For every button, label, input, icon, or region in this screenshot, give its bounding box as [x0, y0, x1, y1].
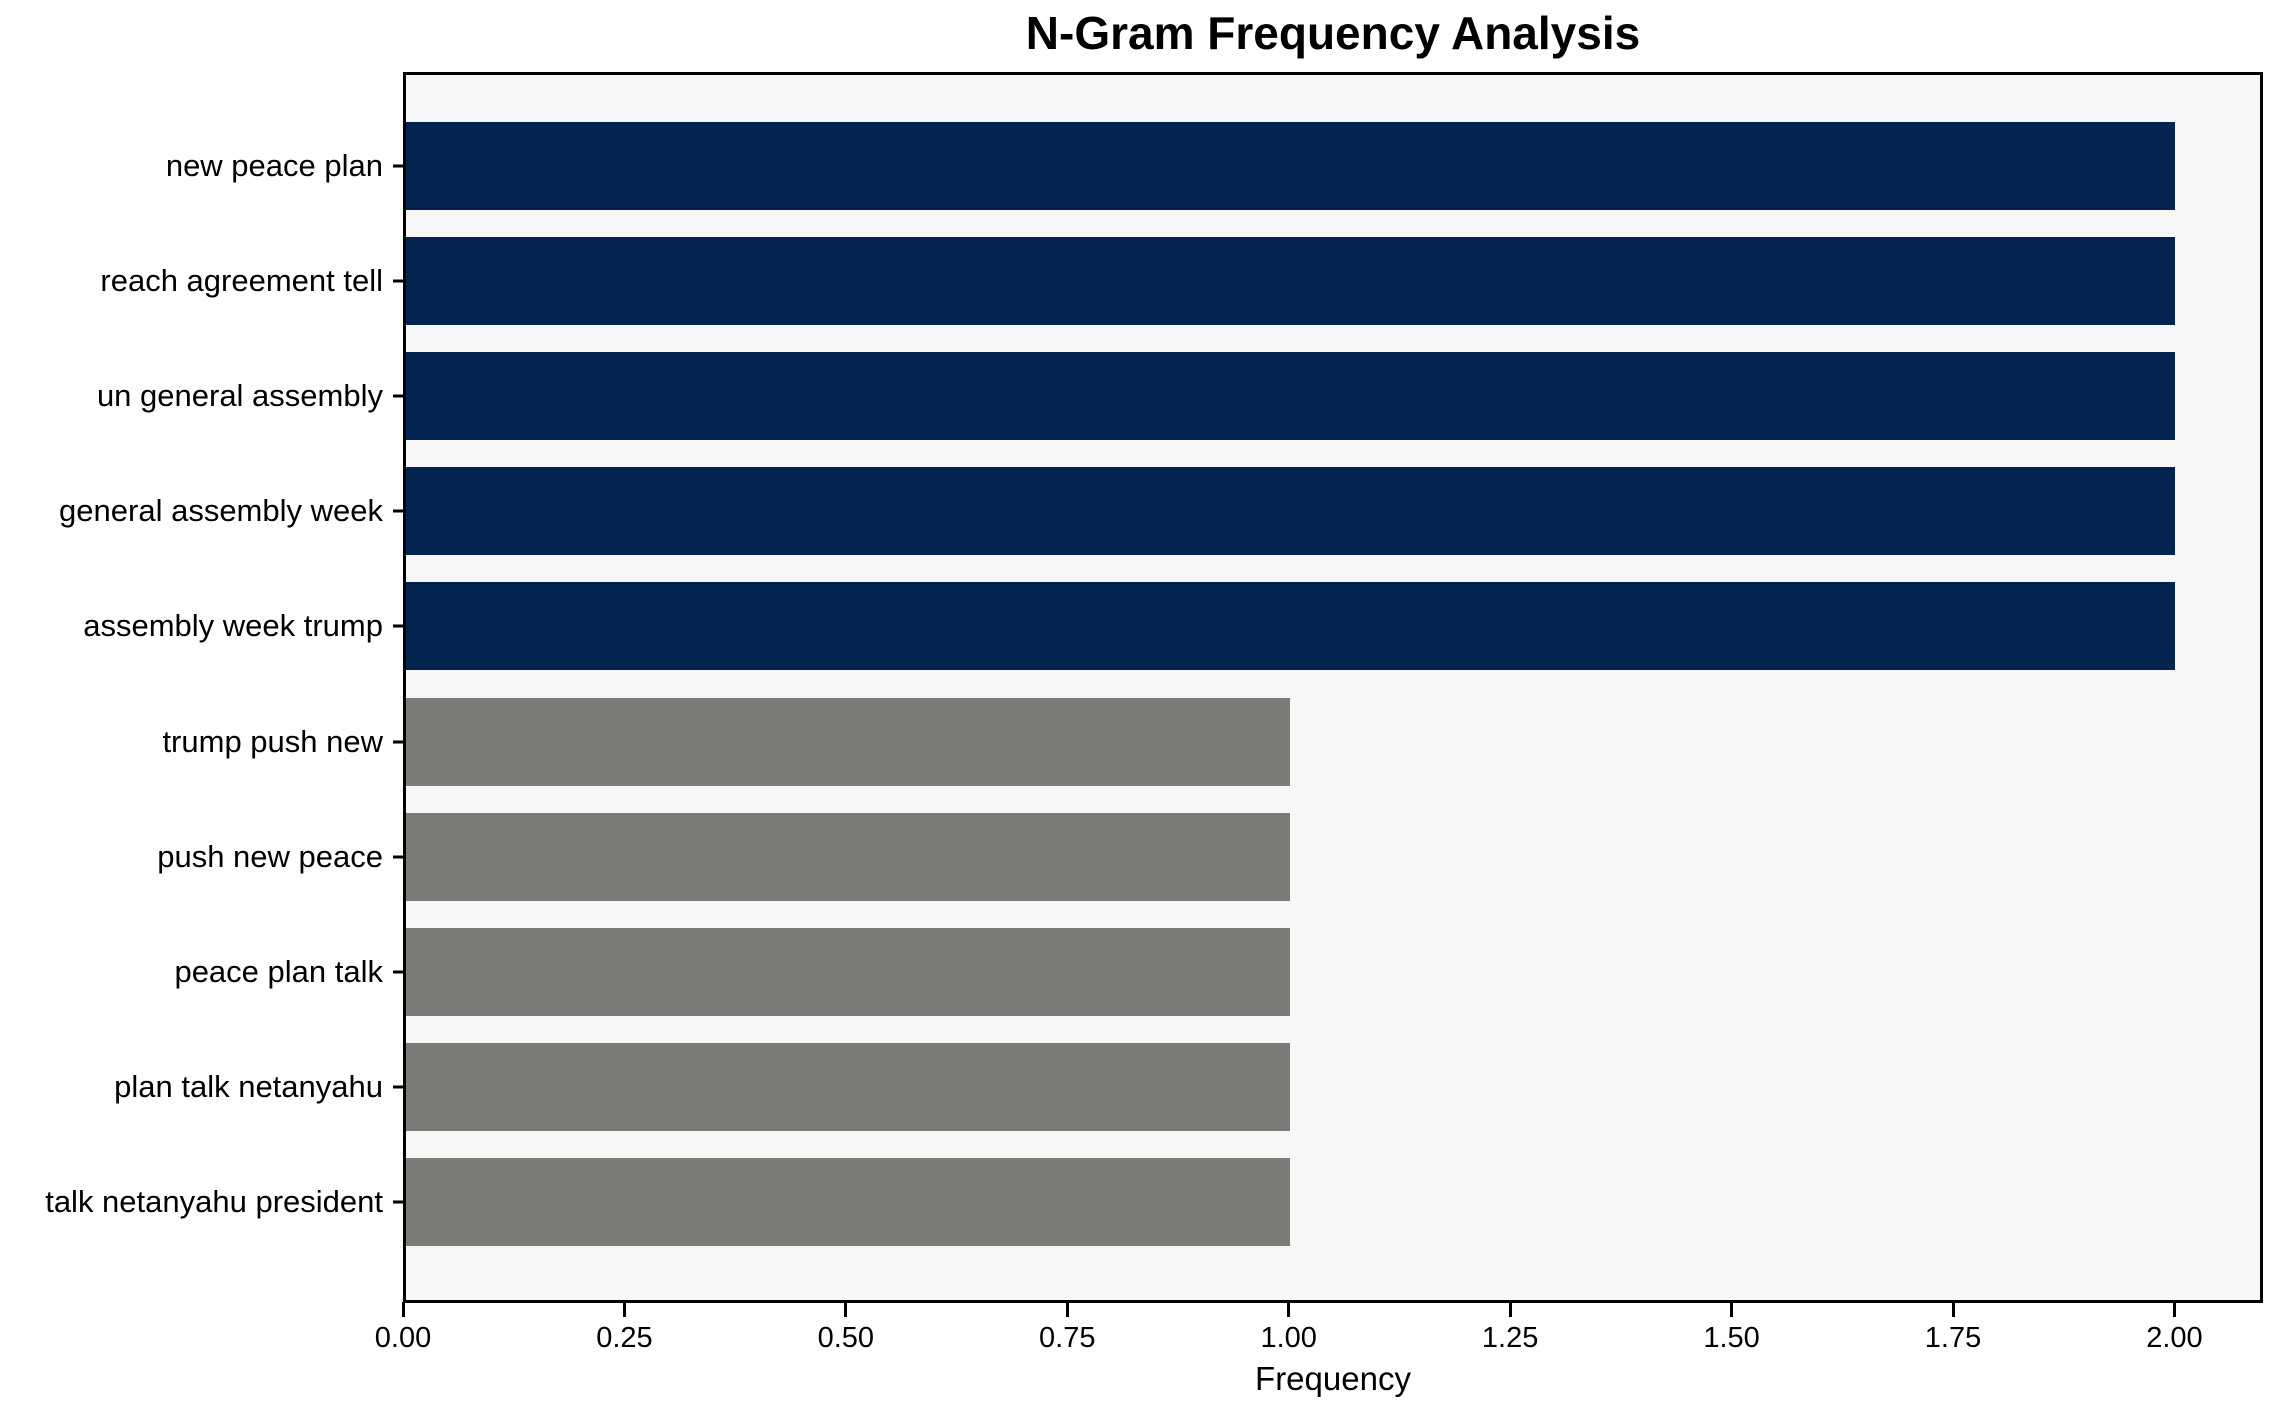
- chart-row: talk netanyahu president: [0, 1145, 2282, 1260]
- y-axis-category-label: new peace plan: [165, 147, 383, 183]
- x-tick-mark: [1730, 1302, 1734, 1317]
- chart-row: assembly week trump: [0, 569, 2282, 684]
- y-axis-category-label: general assembly week: [59, 493, 383, 529]
- y-tick-mark: [393, 1200, 403, 1204]
- y-tick-mark: [393, 970, 403, 974]
- chart-row: push new peace: [0, 799, 2282, 914]
- y-axis-category-label: talk netanyahu president: [45, 1184, 383, 1220]
- x-tick-label: 1.00: [1260, 1322, 1317, 1354]
- y-axis-category-label: peace plan talk: [174, 953, 383, 989]
- y-tick-mark: [393, 1085, 403, 1089]
- x-tick-label: 0.00: [374, 1322, 432, 1354]
- frequency-bar: [404, 467, 2176, 556]
- y-tick-mark: [393, 164, 403, 168]
- y-tick-mark: [393, 279, 403, 283]
- chart-row: peace plan talk: [0, 914, 2282, 1029]
- x-tick-mark: [844, 1302, 848, 1317]
- x-tick-label: 0.75: [1039, 1322, 1096, 1354]
- bars-container: new peace plan reach agreement tell un gen…: [0, 108, 2282, 1260]
- x-tick-mark: [1287, 1302, 1291, 1317]
- x-tick-mark: [622, 1302, 626, 1317]
- x-tick-label: 1.25: [1481, 1322, 1539, 1354]
- chart-row: plan talk netanyahu: [0, 1030, 2282, 1145]
- x-tick-label: 1.50: [1703, 1322, 1760, 1354]
- x-tick-mark: [1065, 1302, 1069, 1317]
- y-axis-category-label: push new peace: [157, 838, 383, 874]
- y-axis-category-label: trump push new: [162, 723, 383, 759]
- chart-row: new peace plan: [0, 108, 2282, 223]
- frequency-bar: [404, 1158, 1290, 1247]
- chart-title: N-Gram Frequency Analysis: [1025, 7, 1641, 59]
- chart-row: general assembly week: [0, 454, 2282, 569]
- frequency-bar: [404, 236, 2176, 325]
- frequency-bar: [404, 121, 2176, 210]
- y-tick-mark: [393, 740, 403, 744]
- y-tick-mark: [393, 855, 403, 859]
- frequency-bar: [404, 1043, 1290, 1132]
- y-axis-category-label: reach agreement tell: [100, 262, 383, 298]
- frequency-bar: [404, 351, 2176, 440]
- x-tick-label: 2.00: [2146, 1322, 2203, 1354]
- x-tick-label: 0.50: [817, 1322, 875, 1354]
- frequency-bar: [404, 582, 2176, 671]
- x-tick-mark: [1951, 1302, 1955, 1317]
- x-tick-label: 0.25: [596, 1322, 653, 1354]
- y-tick-mark: [393, 394, 403, 398]
- frequency-bar: [404, 927, 1290, 1016]
- chart-row: reach agreement tell: [0, 223, 2282, 338]
- x-tick-label: 1.75: [1924, 1322, 1982, 1354]
- x-tick-mark: [1508, 1302, 1512, 1317]
- y-axis-category-label: assembly week trump: [83, 608, 383, 644]
- x-axis-label: Frequency: [1255, 1360, 1411, 1397]
- y-tick-mark: [393, 624, 403, 628]
- x-tick-mark: [401, 1302, 405, 1317]
- y-tick-mark: [393, 509, 403, 513]
- chart-row: trump push new: [0, 684, 2282, 799]
- x-tick-mark: [2172, 1302, 2176, 1317]
- y-axis-category-label: plan talk netanyahu: [114, 1069, 383, 1105]
- frequency-bar: [404, 812, 1290, 901]
- chart-row: un general assembly: [0, 338, 2282, 453]
- frequency-bar: [404, 697, 1290, 786]
- y-axis-category-label: un general assembly: [96, 377, 383, 413]
